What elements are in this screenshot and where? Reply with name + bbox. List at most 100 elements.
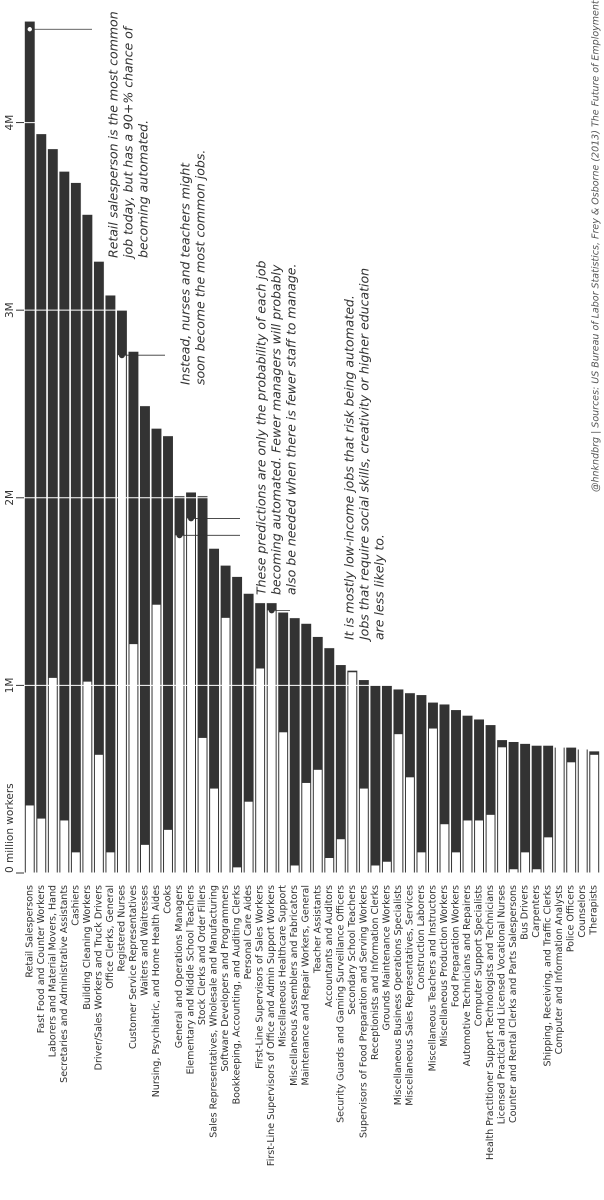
bar-segment — [187, 518, 195, 873]
bar-segment — [382, 861, 391, 873]
bar-segment — [175, 535, 184, 873]
bar — [323, 647, 335, 874]
bar-segment — [290, 865, 299, 873]
bar — [70, 182, 82, 874]
bar — [508, 741, 520, 874]
bar-segment — [359, 788, 368, 873]
x-tick-label: Receptionists and Information Clerks — [370, 885, 381, 1060]
bar-segment — [256, 668, 265, 873]
bar-segment — [509, 869, 518, 873]
x-tick-label: Registered Nurses — [116, 885, 127, 972]
x-tick-label: Secretaries and Administrative Assistant… — [59, 885, 70, 1083]
bar-segment — [486, 814, 495, 873]
x-tick-label: Miscellaneous Business Operations Specia… — [393, 885, 404, 1105]
x-tick-label: Construction Laborers — [416, 885, 427, 990]
bar-segment — [417, 852, 426, 873]
x-tick-label: Teacher Assistants — [312, 885, 323, 974]
x-tick-label: Waiters and Waitresses — [139, 885, 150, 996]
bar-segment — [244, 801, 253, 873]
x-tick-label: Therapists — [589, 885, 600, 936]
y-tick-label: 4M — [4, 115, 16, 131]
bar-segment — [567, 762, 576, 873]
x-tick-label: Office Clerks, General — [105, 885, 116, 989]
bar-segment — [590, 754, 599, 873]
bar — [104, 294, 116, 874]
annotation: It is mostly low-income jobs that risk b… — [342, 295, 357, 640]
x-tick-label: Counter and Rental Clerks and Parts Sale… — [508, 885, 519, 1123]
bar-segment — [475, 820, 483, 873]
bar-segment — [106, 852, 115, 873]
leader-dot — [268, 607, 275, 614]
bar-segment — [164, 829, 172, 873]
x-tick-label: Miscellaneous Production Workers — [439, 885, 450, 1047]
y-tick-label: 2M — [4, 490, 16, 506]
x-tick-label: General and Operations Managers — [174, 885, 185, 1048]
y-tick-label: 0 million workers — [4, 783, 16, 873]
bar — [35, 133, 47, 874]
annotation: job today, but has a 90+% chance of — [121, 25, 136, 260]
bar-segment — [544, 837, 553, 873]
x-tick-label: Cooks — [163, 885, 174, 914]
x-tick-label: Nursing, Psychiatric, and Home Health Ai… — [151, 885, 162, 1097]
bar-segment — [532, 869, 541, 873]
bar-segment — [498, 747, 507, 873]
bar-segment — [221, 617, 230, 873]
bar-segment — [429, 728, 437, 873]
x-tick-label: Computer and Information Analysts — [554, 885, 565, 1054]
bar-segment — [141, 844, 149, 873]
y-tick-label: 3M — [4, 302, 16, 318]
bar-segment — [117, 355, 126, 873]
leader-dot — [26, 26, 33, 33]
bar-segment — [198, 737, 207, 873]
x-tick-label: Accountants and Auditors — [324, 885, 335, 1007]
x-tick-label: Counselors — [577, 885, 588, 938]
annotation: also be needed when there is fewer staff… — [284, 264, 299, 595]
x-tick-label: Food Preparation Workers — [451, 885, 462, 1007]
x-tick-label: First-Line Supervisors of Office and Adm… — [266, 885, 277, 1166]
bar-segment — [336, 839, 345, 873]
leader-dot — [188, 515, 195, 522]
bar — [369, 685, 381, 874]
x-tick-label: Cashiers — [70, 885, 81, 926]
bar-segment — [37, 818, 46, 873]
bar-segment — [452, 852, 460, 873]
bar — [289, 617, 301, 874]
bar-segment — [371, 865, 380, 873]
bar-segment — [302, 782, 311, 873]
bar-segment — [25, 805, 34, 873]
x-tick-label: Supervisors of Food Preparation and Serv… — [358, 885, 369, 1138]
annotation: soon become the most common jobs. — [193, 150, 208, 385]
x-tick-label: Carpenters — [531, 885, 542, 938]
x-tick-label: Secondary School Teachers — [347, 885, 358, 1015]
x-tick-label: Customer Service Representatives — [128, 885, 139, 1049]
annotation: Instead, nurses and teachers might — [178, 162, 193, 385]
bar-segment — [129, 644, 138, 873]
bar — [139, 405, 151, 874]
annotation: Jobs that require social skills, creativ… — [357, 268, 372, 643]
bar — [381, 685, 393, 874]
x-tick-label: First-Line Supervisors of Sales Workers — [255, 885, 266, 1069]
bar-segment — [71, 852, 80, 873]
bar-segment — [325, 857, 334, 873]
bar — [450, 709, 462, 874]
x-tick-label: Computer Support Specialists — [474, 885, 485, 1026]
bar-segment — [210, 788, 219, 873]
x-tick-label: Health Practitioner Support Technologist… — [485, 885, 496, 1160]
bar-segment — [94, 754, 103, 873]
bar — [162, 435, 174, 874]
annotation: These predictions are only the probabili… — [254, 261, 269, 595]
bar — [58, 171, 70, 874]
x-tick-label: Personal Care Aides — [243, 885, 254, 979]
bar-segment — [152, 604, 161, 873]
bar-segment — [83, 681, 92, 873]
x-tick-label: Software Developers and Programmers — [220, 885, 231, 1072]
x-tick-label: Fast Food and Counter Workers — [36, 885, 47, 1033]
bar — [24, 20, 36, 874]
bar-segment — [233, 867, 242, 873]
x-tick-label: Bookkeeping, Accounting, and Auditing Cl… — [232, 885, 243, 1104]
x-tick-label: Miscellaneous Sales Representatives, Ser… — [404, 885, 415, 1106]
bar-segment — [394, 734, 403, 873]
annotation: becoming automated. — [136, 120, 151, 258]
x-tick-label: Bus Drivers — [520, 885, 531, 940]
